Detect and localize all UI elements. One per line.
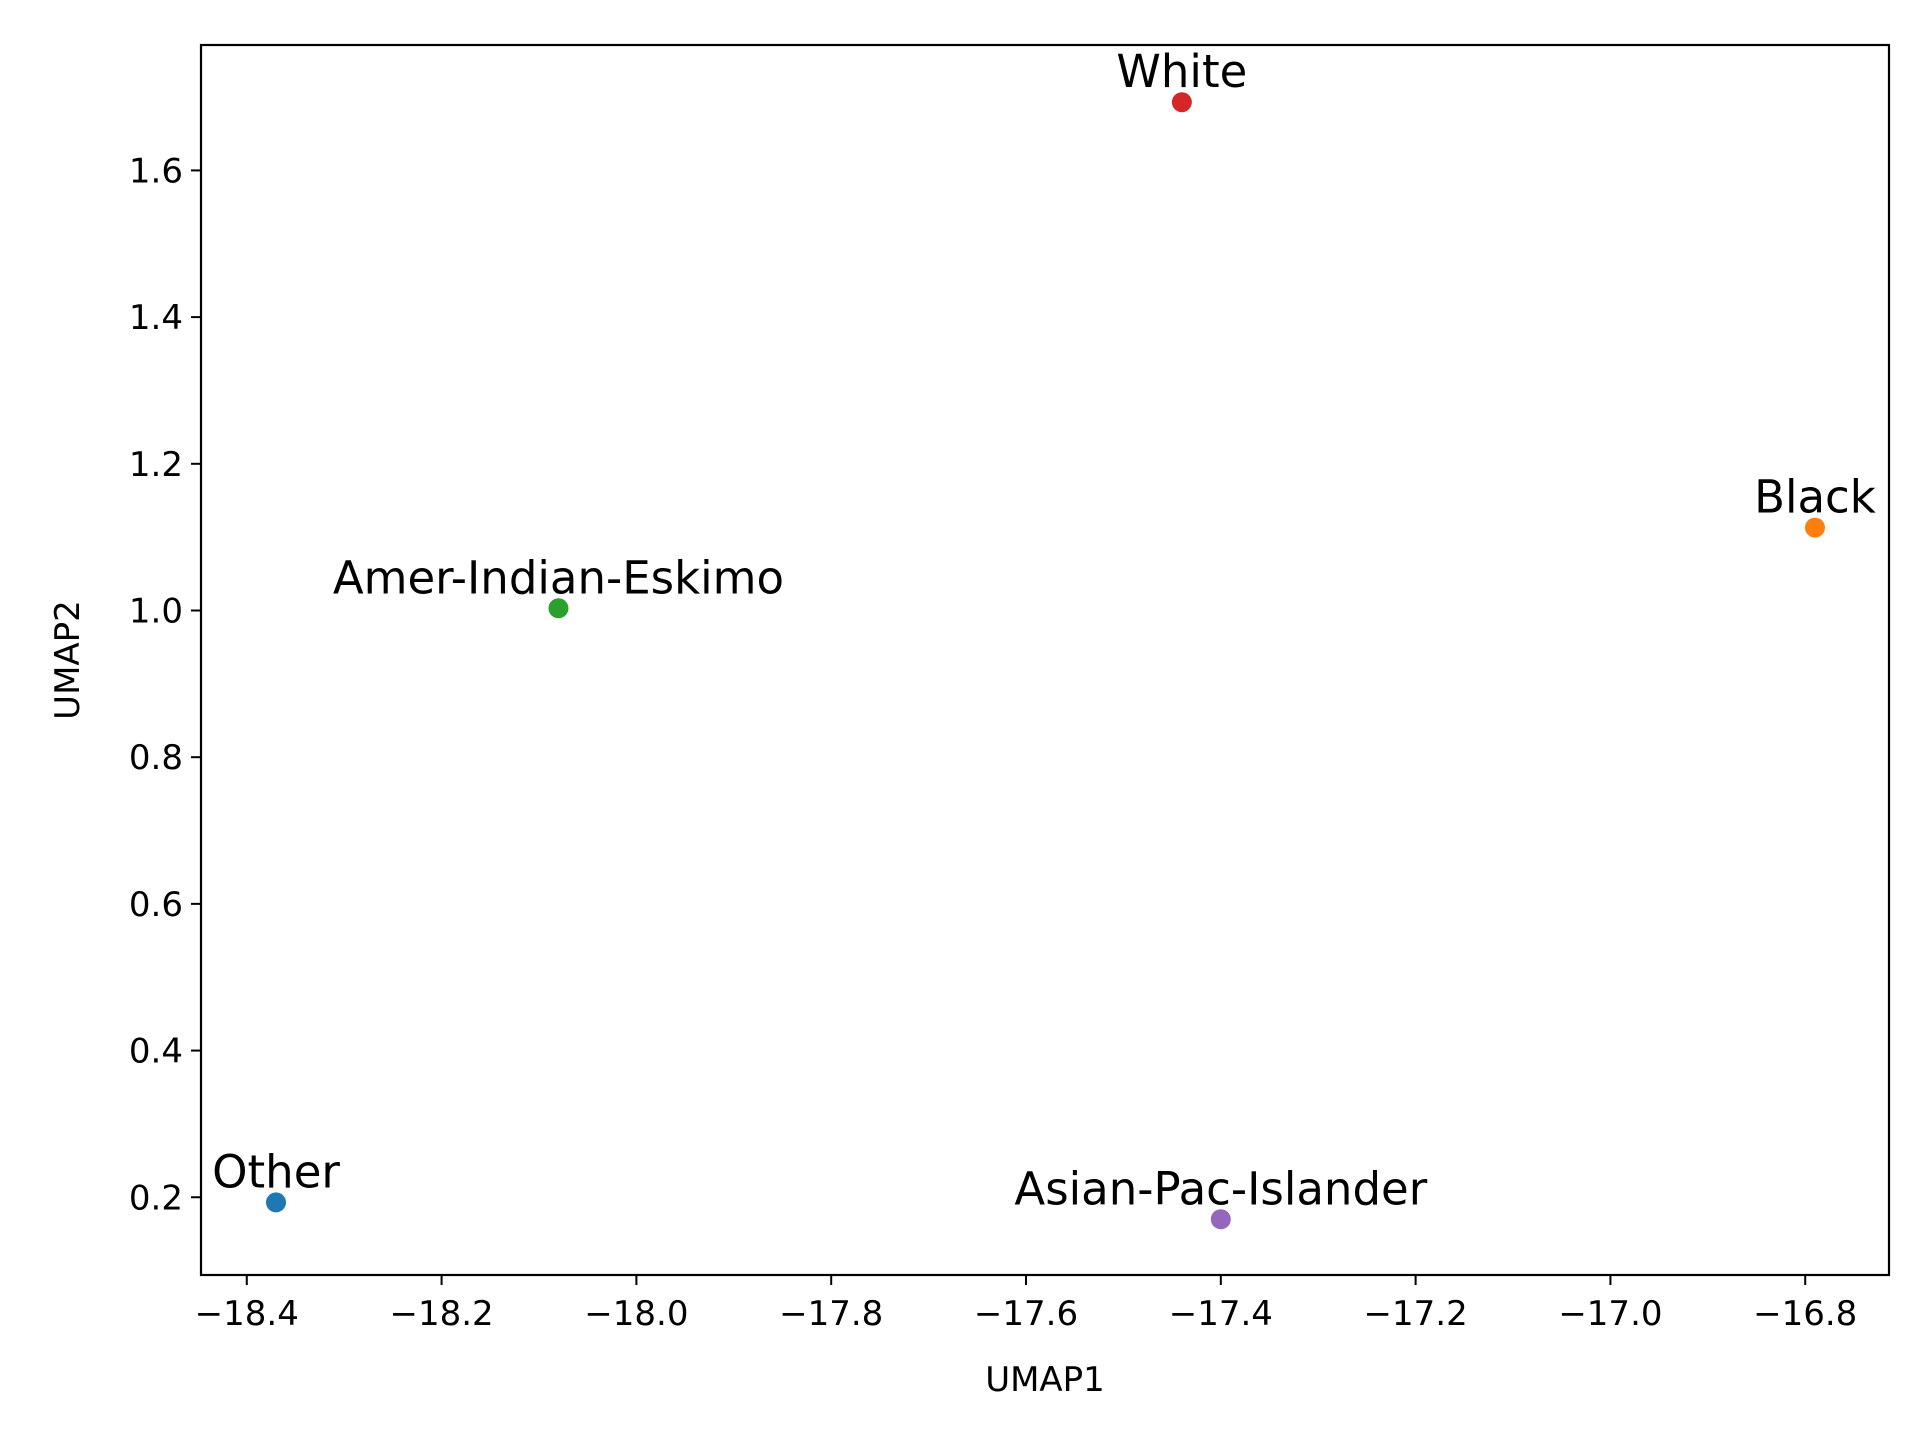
data-point-label: Amer-Indian-Eskimo [333,551,784,604]
data-point [266,1192,287,1213]
x-tick-label: −17.0 [1558,1294,1662,1334]
x-tick-label: −18.2 [389,1294,493,1334]
y-tick-label: 0.4 [129,1032,183,1072]
data-point-label: White [1116,45,1247,98]
x-tick-label: −17.4 [1169,1294,1273,1334]
x-axis-label: UMAP1 [985,1360,1105,1400]
y-tick-label: 1.6 [129,151,183,191]
data-point [1804,517,1825,538]
data-point-label: Black [1754,471,1876,524]
y-tick-label: 1.0 [129,591,183,631]
data-point [1210,1209,1231,1230]
x-tick-label: −17.8 [779,1294,883,1334]
x-tick-label: −18.4 [195,1294,299,1334]
x-tick-label: −17.2 [1364,1294,1468,1334]
y-tick-label: 0.6 [129,885,183,925]
x-tick-label: −18.0 [584,1294,688,1334]
data-point-label: Asian-Pac-Islander [1014,1162,1427,1215]
x-tick-label: −16.8 [1753,1294,1857,1334]
data-point-label: Other [212,1145,340,1198]
data-point [548,598,569,619]
x-tick-label: −17.6 [974,1294,1078,1334]
y-tick-label: 0.2 [129,1178,183,1218]
data-point [1171,92,1192,113]
y-axis-label: UMAP2 [48,600,88,720]
y-tick-label: 0.8 [129,738,183,778]
plot-frame [199,43,1891,1277]
y-tick-label: 1.2 [129,445,183,485]
y-tick-label: 1.4 [129,298,183,338]
